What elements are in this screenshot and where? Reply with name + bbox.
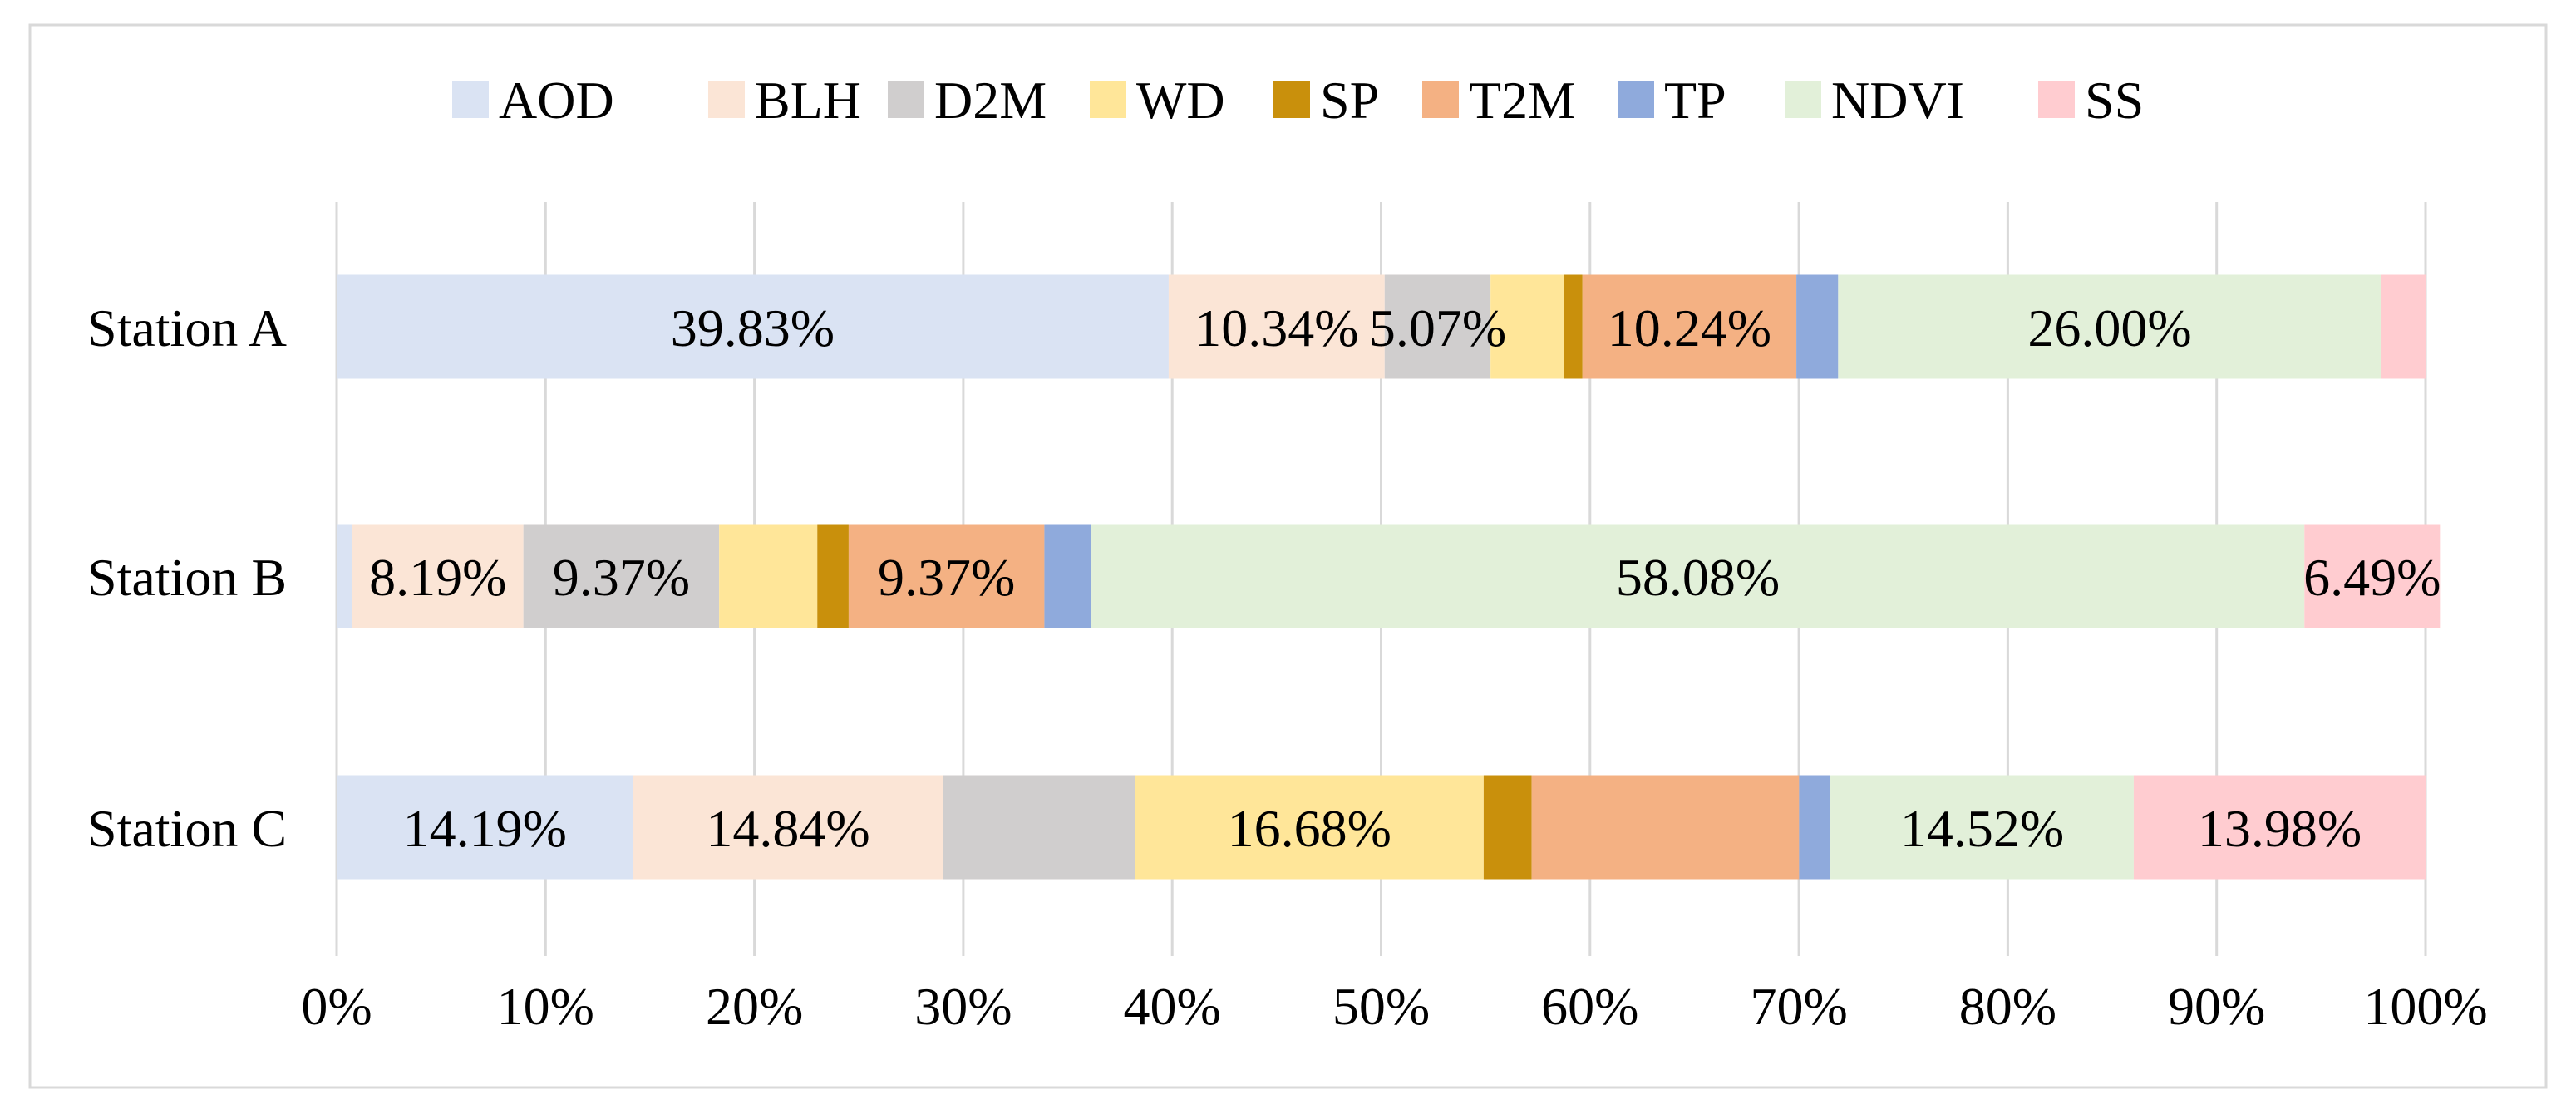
x-tick-label: 70%: [1750, 977, 1847, 1036]
bar-station-a-ss: [2381, 274, 2426, 379]
bar-station-c-sp: [1483, 775, 1532, 880]
legend-item-blh: BLH: [708, 71, 861, 130]
x-tick-label: 0%: [301, 977, 372, 1036]
bar-station-a-d2m: [1384, 274, 1491, 379]
x-axis-ticks: 0% 10% 20% 30% 40% 50% 60% 70% 80% 90% 100%: [301, 977, 2487, 1036]
legend-item-ss: SS: [2038, 71, 2144, 130]
bar-station-a-wd: [1490, 274, 1564, 379]
legend-label-ndvi: NDVI: [1831, 71, 1964, 130]
bar-station-c-wd: [1135, 775, 1484, 880]
bar-station-c-ss: [2133, 775, 2426, 880]
legend-label-blh: BLH: [755, 71, 861, 130]
bar-station-c-aod: [337, 775, 633, 880]
bar-station-a-tp: [1796, 274, 1839, 379]
category-label-station-c: Station C: [87, 799, 287, 858]
legend-item-tp: TP: [1618, 71, 1726, 130]
data-labels: 39.83% 10.34% 5.07% 10.24% 26.00% 8.19% 9.37% 9…: [369, 298, 2441, 858]
legend-label-aod: AOD: [499, 71, 614, 130]
data-label-station-c-wd: 16.68%: [1228, 799, 1391, 858]
data-label-station-a-blh: 10.34%: [1194, 298, 1358, 357]
data-label-station-b-d2m: 9.37%: [553, 548, 690, 607]
data-label-station-c-blh: 14.84%: [706, 799, 869, 858]
x-tick-label: 90%: [2168, 977, 2265, 1036]
legend-swatch-ss: [2038, 81, 2075, 118]
bar-station-a-sp: [1564, 274, 1583, 379]
bar-station-a-aod: [337, 274, 1169, 379]
x-tick-label: 20%: [706, 977, 803, 1036]
legend-swatch-sp: [1273, 81, 1310, 118]
bar-station-b-aod: [337, 524, 352, 628]
bar-station-c-t2m: [1531, 775, 1800, 880]
data-label-station-c-ss: 13.98%: [2198, 799, 2362, 858]
legend-item-sp: SP: [1273, 71, 1379, 130]
category-label-station-a: Station A: [87, 298, 287, 357]
data-label-station-a-aod: 39.83%: [671, 298, 835, 357]
legend-label-t2m: T2M: [1469, 71, 1575, 130]
bar-station-a-blh: [1168, 274, 1385, 379]
legend-item-d2m: D2M: [888, 71, 1047, 130]
legend-swatch-wd: [1090, 81, 1126, 118]
legend-swatch-ndvi: [1785, 81, 1821, 118]
x-tick-label: 10%: [497, 977, 594, 1036]
x-tick-label: 40%: [1124, 977, 1221, 1036]
bar-station-b-d2m: [523, 524, 720, 628]
legend-item-aod: AOD: [452, 71, 614, 130]
x-tick-label: 30%: [914, 977, 1012, 1036]
legend-item-wd: WD: [1090, 71, 1225, 130]
x-tick-label: 80%: [1959, 977, 2056, 1036]
data-label-station-b-blh: 8.19%: [369, 548, 506, 607]
legend-label-tp: TP: [1664, 71, 1726, 130]
x-tick-label: 50%: [1332, 977, 1430, 1036]
legend-label-ss: SS: [2085, 71, 2144, 130]
data-label-station-a-t2m: 10.24%: [1608, 298, 1771, 357]
legend-swatch-d2m: [888, 81, 924, 118]
bar-station-c-blh: [633, 775, 943, 880]
data-label-station-b-ndvi: 58.08%: [1616, 548, 1780, 607]
bar-station-c-d2m: [943, 775, 1135, 880]
legend-label-wd: WD: [1136, 71, 1225, 130]
data-label-station-a-ndvi: 26.00%: [2027, 298, 2191, 357]
legend-swatch-t2m: [1422, 81, 1459, 118]
bar-station-b-wd: [719, 524, 818, 628]
bar-station-b-ndvi: [1091, 524, 2305, 628]
legend-item-ndvi: NDVI: [1785, 71, 1964, 130]
category-label-station-b: Station B: [87, 548, 287, 607]
bar-station-b-blh: [352, 524, 524, 628]
data-label-station-b-ss: 6.49%: [2303, 548, 2441, 607]
category-labels: Station A Station B Station C: [87, 298, 287, 858]
data-label-station-c-ndvi: 14.52%: [1900, 799, 2064, 858]
legend-item-t2m: T2M: [1422, 71, 1575, 130]
legend-label-sp: SP: [1320, 71, 1379, 130]
bar-station-b-ss: [2304, 524, 2441, 628]
x-tick-label: 100%: [2363, 977, 2487, 1036]
bar-station-a-ndvi: [1838, 274, 2381, 379]
x-tick-label: 60%: [1541, 977, 1638, 1036]
bar-station-b-tp: [1044, 524, 1091, 628]
data-label-station-c-aod: 14.19%: [403, 799, 567, 858]
legend: AOD BLH D2M WD SP T2M TP NDVI SS: [452, 71, 2144, 130]
bars: [337, 274, 2441, 880]
bar-station-a-t2m: [1582, 274, 1797, 379]
bar-station-b-sp: [817, 524, 849, 628]
data-label-station-b-t2m: 9.37%: [878, 548, 1015, 607]
legend-label-d2m: D2M: [934, 71, 1047, 130]
bar-station-b-t2m: [848, 524, 1045, 628]
data-label-station-a-d2m: 5.07%: [1369, 298, 1506, 357]
bar-station-c-tp: [1799, 775, 1831, 880]
bar-station-c-ndvi: [1830, 775, 2134, 880]
legend-swatch-aod: [452, 81, 489, 118]
legend-swatch-blh: [708, 81, 745, 118]
legend-swatch-tp: [1618, 81, 1654, 118]
